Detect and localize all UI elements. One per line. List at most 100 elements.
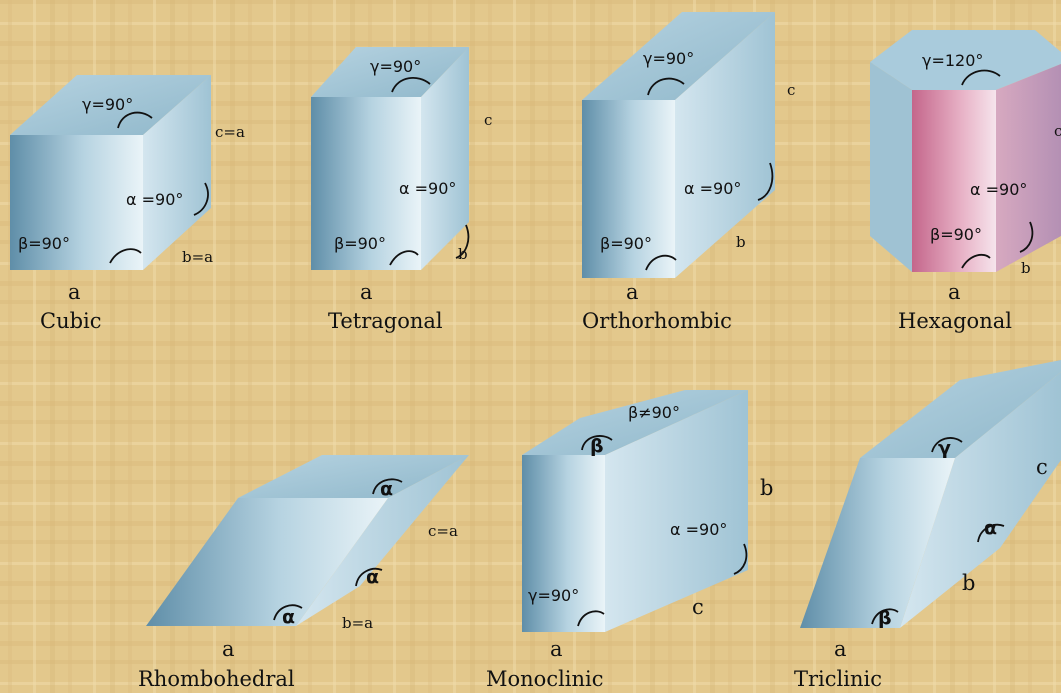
monoclinic-alpha-arrow [733,543,748,575]
orthorhombic-system-name: Orthorhombic [582,309,732,333]
cubic-beta-arrow [109,248,142,264]
triclinic-c-label: c [1036,455,1048,479]
hexagonal-c-label: c [1054,122,1061,140]
rhombohedral-alpha-side-arrow [355,567,383,587]
monoclinic-beta-label: β [590,435,604,457]
rhombohedral-system-name: Rhombohedral [138,667,295,691]
cubic-a-label: a [68,280,81,304]
rhombohedral-alpha-top-arrow [372,478,403,495]
orthorhombic-gamma-arrow [647,77,685,96]
tetragonal-system-name: Tetragonal [328,309,443,333]
orthorhombic-gamma-label: γ=90° [643,49,694,68]
rhombohedral-alpha-bottom-label: α [282,606,295,628]
monoclinic-b-label: b [760,476,773,500]
rhombohedral-side-face [296,455,469,626]
orthorhombic-a-label: a [626,280,639,304]
rhombohedral-alpha-bottom-arrow [273,604,303,621]
cubic-alpha-label: α =90° [126,190,183,209]
cubic-alpha-arrow [193,182,209,216]
triclinic-alpha-arrow [977,523,1005,543]
tetragonal-a-label: a [360,280,373,304]
orthorhombic-c-label: c [787,81,795,99]
rhombohedral-top-face [238,455,469,498]
orthorhombic-alpha-arrow [757,162,774,201]
orthorhombic-beta-label: β=90° [600,234,652,253]
tetragonal-b-label: b [458,245,468,263]
orthorhombic-cell: γ=90° c α =90° β=90° b a Orthorhombic [582,12,795,333]
cubic-gamma-label: γ=90° [82,95,133,114]
cubic-side-face [143,75,211,270]
rhombohedral-a-label: a [222,637,235,661]
tetragonal-alpha-label: α =90° [399,179,456,198]
tetragonal-side-face [421,47,469,270]
hexagonal-beta-label: β=90° [930,225,982,244]
rhombohedral-cell: α c=a α α b=a a Rhombohedral [138,455,469,691]
orthorhombic-alpha-label: α =90° [684,179,741,198]
triclinic-system-name: Triclinic [794,667,882,691]
monoclinic-beta-top-label: β≠90° [628,403,680,422]
monoclinic-system-name: Monoclinic [486,667,604,691]
monoclinic-top-face [522,390,748,455]
triclinic-alpha-label: α [984,517,997,539]
monoclinic-beta-arrow [581,435,613,451]
triclinic-b-label: b [962,571,975,595]
orthorhombic-beta-arrow [645,254,677,271]
rhombohedral-front-face [146,498,388,626]
cubic-b-label: b=a [182,248,213,266]
orthorhombic-b-label: b [736,233,746,251]
hexagonal-top-face [870,30,1061,90]
rhombohedral-c-label: c=a [428,522,458,540]
cubic-beta-label: β=90° [18,234,70,253]
triclinic-cell: γ c α b β a Triclinic [794,360,1061,691]
orthorhombic-top-face [582,12,775,100]
monoclinic-side-face [605,390,748,632]
monoclinic-gamma-arrow [577,610,605,627]
hexagonal-alpha-arrow [1019,221,1034,253]
hexagonal-left-face [870,62,912,272]
tetragonal-c-label: c [484,111,492,129]
triclinic-beta-label: β [878,607,892,629]
hexagonal-a-label: a [948,280,961,304]
triclinic-beta-arrow [871,608,899,625]
cubic-c-label: c=a [215,123,245,141]
cubic-system-name: Cubic [40,309,102,333]
hexagonal-gamma-arrow [961,69,1001,86]
monoclinic-gamma-label: γ=90° [528,586,579,605]
triclinic-a-label: a [834,637,847,661]
cubic-gamma-arrow [117,111,153,129]
tetragonal-beta-label: β=90° [334,234,386,253]
orthorhombic-side-face [675,12,775,278]
monoclinic-c-label: c [692,595,704,619]
tetragonal-gamma-arrow [391,77,431,93]
triclinic-top-face [860,360,1061,458]
cubic-front-face [10,135,143,270]
orthorhombic-front-face [582,100,675,278]
hexagonal-alpha-label: α =90° [970,180,1027,199]
cubic-cell: γ=90° c=a α =90° β=90° b=a a Cubic [10,75,245,333]
hexagonal-b-label: b [1021,259,1031,277]
tetragonal-gamma-label: γ=90° [370,57,421,76]
rhombohedral-b-label: b=a [342,614,373,632]
tetragonal-front-face [311,97,421,270]
triclinic-gamma-arrow [931,437,963,453]
triclinic-front-face [800,458,955,628]
monoclinic-cell: β≠90° β b α =90° γ=90° c a Monoclinic [486,390,773,691]
hexagonal-right-face [996,64,1061,272]
rhombohedral-alpha-side-label: α [366,566,379,588]
monoclinic-alpha-label: α =90° [670,520,727,539]
tetragonal-alpha-arrow [455,224,470,259]
triclinic-side-face [900,372,1061,628]
hexagonal-front-face [912,90,996,272]
tetragonal-cell: γ=90° c α =90° β=90° b a Tetragonal [311,47,492,333]
hexagonal-beta-arrow [961,253,991,269]
hexagonal-gamma-label: γ=120° [922,51,983,70]
monoclinic-front-face [522,455,605,632]
cubic-top-face [10,75,211,135]
hexagonal-cell: γ=120° c α =90° β=90° b a Hexagonal [870,30,1061,333]
hexagonal-system-name: Hexagonal [898,309,1012,333]
tetragonal-beta-arrow [389,250,419,266]
monoclinic-a-label: a [550,637,563,661]
rhombohedral-alpha-top-label: α [380,478,393,500]
triclinic-gamma-label: γ [938,437,951,459]
